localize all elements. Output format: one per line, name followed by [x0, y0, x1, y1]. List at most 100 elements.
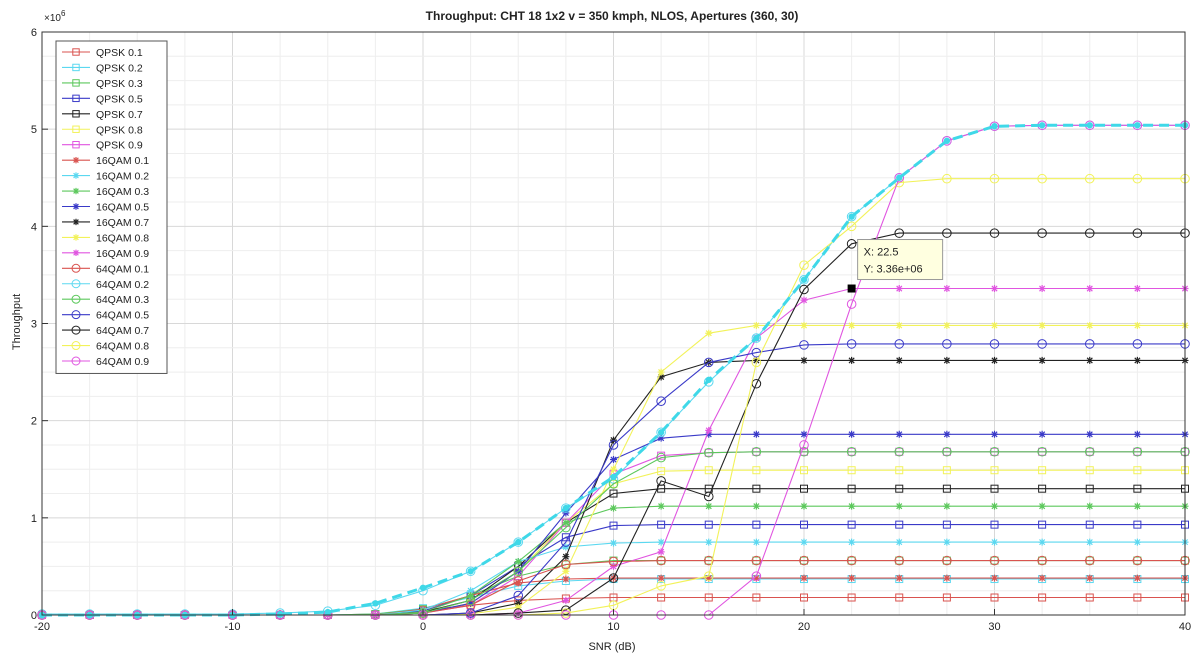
data-point-circle: [942, 339, 952, 349]
data-point-star: [657, 548, 665, 556]
legend-item: 16QAM 0.5: [62, 202, 149, 214]
data-point-star: [1086, 538, 1094, 546]
data-point-circle: [1084, 446, 1095, 457]
legend-label: 64QAM 0.9: [96, 356, 149, 368]
data-point-star: [467, 587, 475, 595]
data-point-circle: [942, 446, 952, 457]
data-point-star: [943, 574, 951, 582]
data-point-circle: [751, 357, 762, 368]
data-point-star: [991, 285, 998, 293]
data-point-circle: [989, 173, 1000, 184]
data-point-star: [467, 592, 475, 600]
data-point-square: [752, 484, 761, 493]
legend-label: QPSK 0.1: [96, 47, 143, 59]
data-point-star: [657, 434, 665, 442]
data-point-circle: [656, 427, 666, 438]
data-point-star: [610, 456, 617, 464]
datatip-box: [857, 239, 944, 281]
data-point-star: [848, 356, 856, 364]
legend-item: 64QAM 0.3: [62, 294, 149, 306]
data-point-circle: [846, 555, 857, 566]
data-point-star: [752, 574, 760, 582]
data-point-star: [72, 187, 80, 195]
data-point-star: [1086, 321, 1094, 329]
legend-item: 64QAM 0.7: [62, 325, 149, 337]
data-point-circle: [1132, 555, 1143, 566]
data-point-circle: [799, 284, 809, 295]
x-tick-label: 10: [607, 621, 619, 633]
data-point-star: [562, 509, 570, 517]
legend-item: QPSK 0.8: [62, 124, 143, 136]
envelope-point: [276, 610, 284, 618]
data-point-star: [514, 579, 522, 587]
data-point-star: [1133, 285, 1141, 293]
envelope-point: [1134, 122, 1141, 129]
data-point-circle: [608, 556, 619, 567]
datatip[interactable]: X: 22.5 Y: 3.36e+06: [847, 239, 944, 293]
legend-item: QPSK 0.5: [62, 93, 143, 105]
legend-item: QPSK 0.2: [62, 62, 143, 74]
data-point-star: [1038, 356, 1046, 364]
data-point-star: [657, 373, 665, 381]
data-point-circle: [846, 299, 857, 309]
data-point-star: [800, 356, 808, 364]
data-point-square: [1133, 593, 1142, 602]
data-point-circle: [561, 605, 571, 615]
data-point-square: [609, 489, 618, 498]
data-point-star: [72, 172, 80, 179]
x-tick-label: -10: [225, 621, 241, 633]
data-point-square: [847, 466, 856, 475]
x-tick-label: 40: [1179, 621, 1191, 633]
envelope-point: [800, 276, 808, 283]
data-point-circle: [751, 446, 762, 457]
data-point-square: [895, 484, 904, 493]
data-point-circle: [1132, 446, 1143, 457]
data-point-circle: [71, 294, 81, 304]
legend-item: 16QAM 0.9: [62, 248, 149, 260]
datatip-marker[interactable]: [847, 284, 856, 293]
legend-item: QPSK 0.3: [62, 78, 143, 90]
legend-label: 64QAM 0.1: [96, 263, 149, 275]
data-point-circle: [751, 571, 762, 581]
data-point-square: [1085, 484, 1094, 493]
legend: QPSK 0.1 QPSK 0.2 QPSK 0.3 QPSK 0.5 QPSK 0.7…: [55, 40, 168, 374]
legend-label: 64QAM 0.3: [96, 294, 149, 306]
data-point-circle: [561, 503, 571, 513]
data-point-star: [991, 356, 998, 364]
data-point-square: [72, 48, 80, 56]
data-point-star: [895, 356, 903, 364]
legend-item: 16QAM 0.2: [62, 171, 149, 183]
data-point-square: [990, 484, 999, 493]
data-point-circle: [1037, 228, 1047, 238]
data-point-circle: [846, 221, 857, 232]
x-tick-label: -20: [34, 621, 50, 633]
data-point-square: [752, 466, 761, 475]
data-point-star: [1038, 321, 1046, 329]
data-point-circle: [71, 356, 81, 366]
data-point-circle: [71, 263, 81, 273]
y-exponent-base: ×10: [44, 13, 61, 24]
envelope-point: [610, 473, 617, 481]
data-point-circle: [942, 555, 952, 566]
envelope-point: [943, 137, 951, 145]
data-point-star: [848, 502, 856, 510]
data-point-circle: [561, 537, 571, 547]
data-point-circle: [608, 573, 619, 583]
envelope-point: [419, 584, 427, 591]
legend-label: 16QAM 0.9: [96, 248, 149, 260]
x-tick-label: 30: [988, 621, 1000, 633]
data-point-star: [562, 519, 570, 527]
data-point-square: [1085, 466, 1094, 475]
data-point-circle: [799, 446, 809, 457]
data-point-star: [610, 465, 617, 473]
y-tick-label: 2: [31, 416, 37, 428]
data-point-circle: [608, 440, 619, 450]
y-tick-label: 0: [31, 610, 37, 622]
legend-item: 64QAM 0.8: [62, 341, 149, 353]
envelope-point: [1038, 122, 1046, 129]
legend-label: QPSK 0.2: [96, 62, 143, 74]
data-point-square: [895, 520, 904, 529]
data-point-square: [990, 593, 999, 602]
data-point-star: [657, 538, 665, 546]
data-point-circle: [846, 446, 857, 457]
